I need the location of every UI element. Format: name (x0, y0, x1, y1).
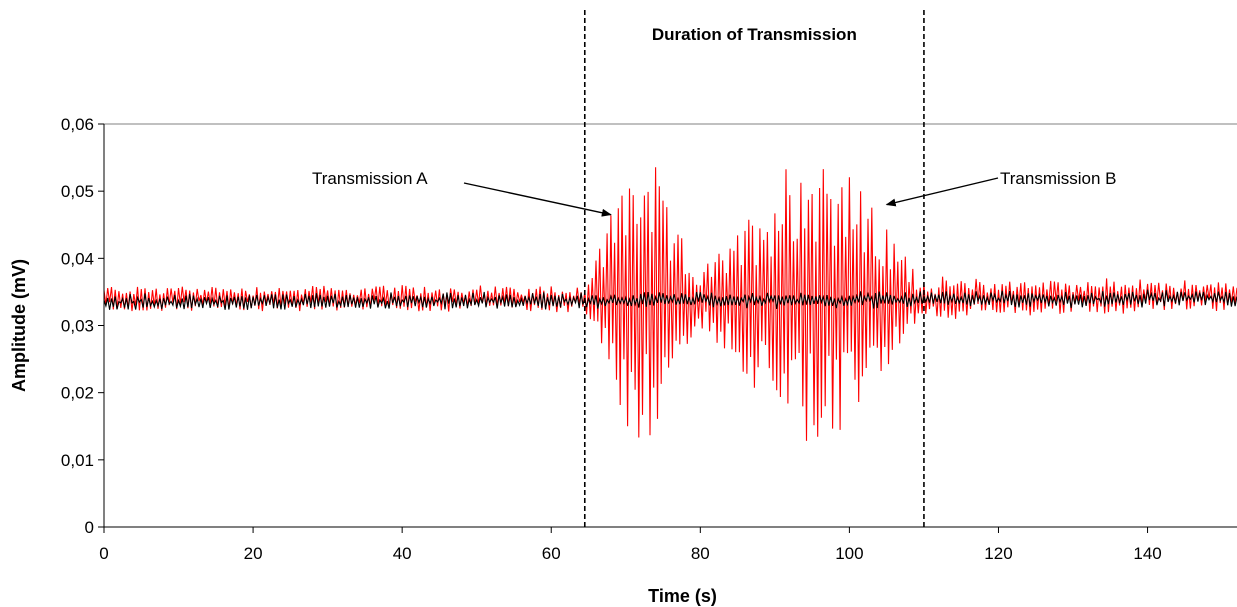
series-layer (103, 167, 1237, 441)
x-tick-label: 100 (835, 544, 863, 563)
duration-annotation: Duration of Transmission (652, 25, 857, 44)
x-tick-label: 40 (393, 544, 412, 563)
x-tick-label: 20 (244, 544, 263, 563)
x-tick-label: 120 (984, 544, 1012, 563)
y-tick-label: 0,03 (61, 317, 94, 336)
y-tick-label: 0,01 (61, 451, 94, 470)
y-tick-label: 0,02 (61, 384, 94, 403)
x-tick-label: 60 (542, 544, 561, 563)
transmission-a-label: Transmission A (312, 169, 428, 188)
annotation-layer (463, 10, 999, 527)
x-tick-label: 140 (1133, 544, 1161, 563)
x-tick-label: 0 (99, 544, 108, 563)
x-axis-title: Time (s) (648, 586, 717, 606)
y-tick-label: 0,04 (61, 249, 94, 268)
y-tick-label: 0,05 (61, 182, 94, 201)
series-line-black (103, 289, 1237, 310)
y-tick-label: 0 (85, 518, 94, 537)
axes-layer: 0 0,01 0,02 0,03 0,04 0,05 0,06 0 20 40 60 80 100 120… (61, 115, 1237, 563)
y-tick-label: 0,06 (61, 115, 94, 134)
arrow-transmission-b (885, 177, 999, 207)
x-tick-label: 80 (691, 544, 710, 563)
arrow-transmission-a (463, 182, 612, 217)
transmission-b-label: Transmission B (1000, 169, 1117, 188)
y-axis-title: Amplitude (mV) (9, 259, 29, 392)
